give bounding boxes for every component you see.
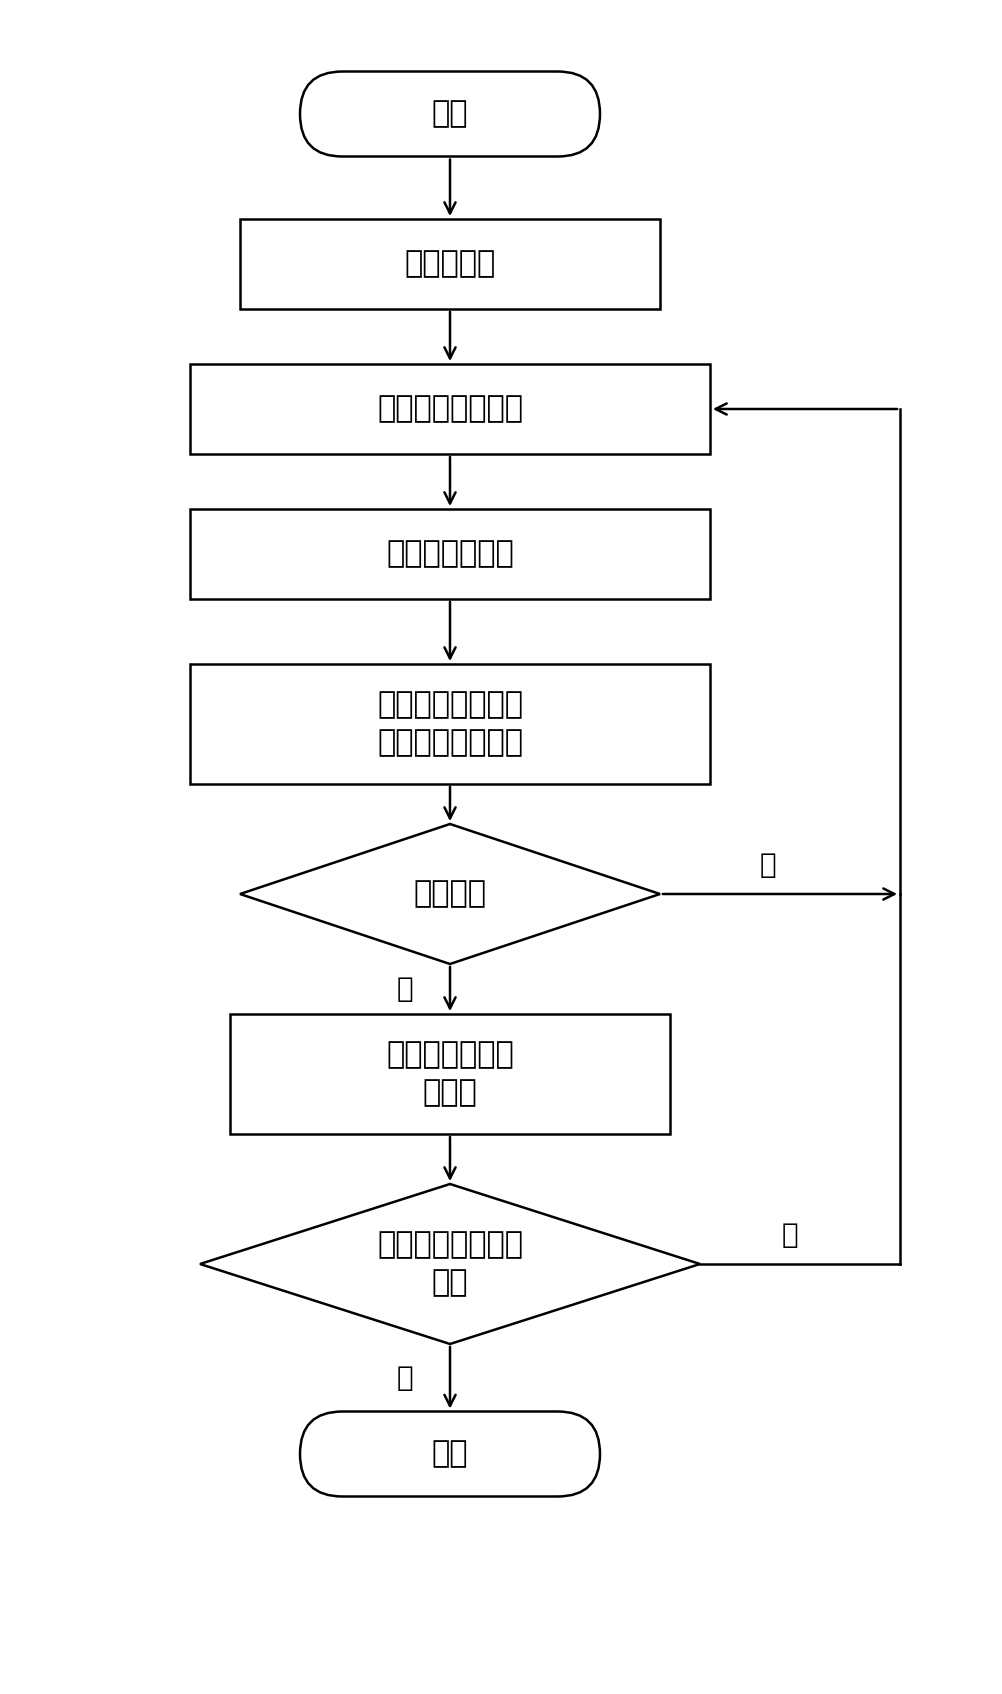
Text: 开始: 开始 [431,100,468,129]
Bar [189,364,709,454]
Text: 是: 是 [397,1364,413,1392]
Text: 是: 是 [397,976,413,1003]
Text: 更新学习率，邻
域函数: 更新学习率，邻 域函数 [386,1040,513,1108]
Text: 结束: 结束 [431,1440,468,1469]
Text: 达到学习率的最小
值？: 达到学习率的最小 值？ [377,1230,522,1298]
FancyBboxPatch shape [300,1411,599,1496]
Polygon shape [239,823,659,964]
Bar [239,219,659,308]
Bar [189,664,709,784]
Bar [189,508,709,600]
FancyBboxPatch shape [300,71,599,156]
Text: 否: 否 [759,850,776,879]
Text: 输入完毕: 输入完毕 [413,879,486,908]
Text: 更新获胜神经元及
邻域神经元的权值: 更新获胜神经元及 邻域神经元的权值 [377,691,522,757]
Text: 竞争获胜神经元: 竞争获胜神经元 [386,539,513,569]
Polygon shape [199,1184,699,1343]
Text: 输入样本、归一化: 输入样本、归一化 [377,395,522,424]
Text: 否: 否 [781,1221,798,1248]
Bar [229,1015,669,1133]
Text: 初始化权值: 初始化权值 [404,249,495,278]
